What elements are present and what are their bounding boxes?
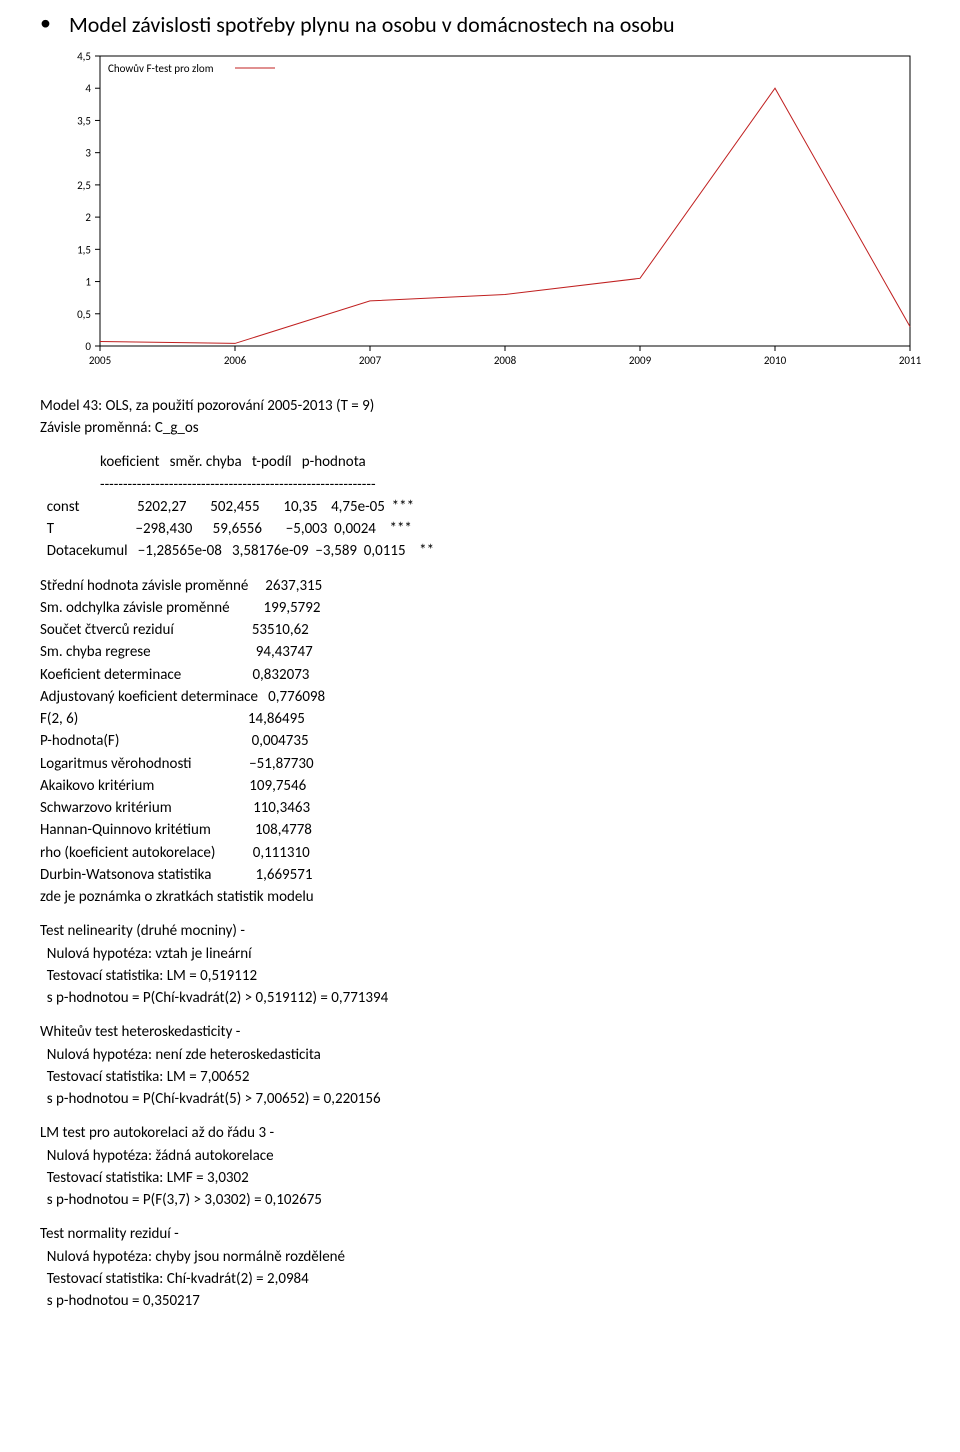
model-body: Model 43: OLS, za použití pozorování 200… — [40, 396, 920, 1312]
test-block: Test nelinearity (druhé mocniny) - Nulov… — [40, 921, 920, 1008]
test-line: Testovací statistika: Chí-kvadrát(2) = 2… — [40, 1269, 920, 1289]
test-line: Nulová hypotéza: chyby jsou normálně roz… — [40, 1247, 920, 1267]
svg-text:2007: 2007 — [359, 354, 382, 367]
stat-line: Součet čtverců reziduí 53510,62 — [40, 620, 920, 640]
coef-separator: ----------------------------------------… — [40, 475, 920, 495]
test-title: Test nelinearity (druhé mocniny) - — [40, 921, 920, 941]
svg-text:2010: 2010 — [764, 354, 787, 367]
coef-row: Dotacekumul −1,28565e-08 3,58176e-09 −3,… — [40, 541, 920, 561]
test-line: s p-hodnotou = P(F(3,7) > 3,0302) = 0,10… — [40, 1190, 920, 1210]
heading-row: • Model závislosti spotřeby plynu na oso… — [40, 10, 920, 40]
svg-text:2011: 2011 — [899, 354, 922, 367]
page-heading: Model závislosti spotřeby plynu na osobu… — [69, 10, 675, 40]
test-line: Nulová hypotéza: vztah je lineární — [40, 944, 920, 964]
chart-svg: 0 0,5 1 1,5 2 2,5 3 3,5 4 4,5 2005 2006 2007 2008 2009… — [40, 46, 930, 376]
stat-line: Střední hodnota závisle proměnné 2637,31… — [40, 576, 920, 596]
chow-f-test-chart: 0 0,5 1 1,5 2 2,5 3 3,5 4 4,5 2005 2006 2007 2008 2009… — [40, 46, 920, 382]
test-line: Testovací statistika: LM = 0,519112 — [40, 966, 920, 986]
svg-text:1: 1 — [85, 275, 91, 288]
stat-line: Logaritmus věrohodnosti −51,87730 — [40, 754, 920, 774]
svg-text:3: 3 — [85, 146, 91, 159]
coef-row: const 5202,27 502,455 10,35 4,75e-05 *** — [40, 497, 920, 517]
test-title: LM test pro autokorelaci až do řádu 3 - — [40, 1123, 920, 1143]
svg-text:0: 0 — [85, 340, 91, 353]
svg-text:2,5: 2,5 — [77, 179, 91, 192]
svg-text:1,5: 1,5 — [77, 243, 91, 256]
stat-line: Akaikovo kritérium 109,7546 — [40, 776, 920, 796]
test-block: Whiteův test heteroskedasticity - Nulová… — [40, 1022, 920, 1109]
stat-line: rho (koeficient autokorelace) 0,111310 — [40, 843, 920, 863]
test-line: s p-hodnotou = P(Chí-kvadrát(2) > 0,5191… — [40, 988, 920, 1008]
test-line: s p-hodnotou = 0,350217 — [40, 1291, 920, 1311]
model-header-line2: Závisle proměnná: C_g_os — [40, 418, 920, 438]
coef-header: koeficient směr. chyba t-podíl p-hodnota — [40, 452, 920, 472]
stat-line: Hannan-Quinnovo kritétium 108,4778 — [40, 820, 920, 840]
stat-line: Schwarzovo kritérium 110,3463 — [40, 798, 920, 818]
svg-text:3,5: 3,5 — [77, 114, 91, 127]
stat-line: P-hodnota(F) 0,004735 — [40, 731, 920, 751]
stat-line: Adjustovaný koeficient determinace 0,776… — [40, 687, 920, 707]
test-line: Nulová hypotéza: není zde heteroskedasti… — [40, 1045, 920, 1065]
svg-text:0,5: 0,5 — [77, 307, 91, 320]
coef-row: T −298,430 59,6556 −5,003 0,0024 *** — [40, 519, 920, 539]
svg-text:2006: 2006 — [224, 354, 247, 367]
stat-line: Koeficient determinace 0,832073 — [40, 665, 920, 685]
svg-text:2009: 2009 — [629, 354, 652, 367]
test-block: LM test pro autokorelaci až do řádu 3 - … — [40, 1123, 920, 1210]
svg-text:2005: 2005 — [89, 354, 111, 367]
model-header-line1: Model 43: OLS, za použití pozorování 200… — [40, 396, 920, 416]
svg-text:Chowův F-test pro zlom: Chowův F-test pro zlom — [108, 62, 214, 75]
test-line: Testovací statistika: LMF = 3,0302 — [40, 1168, 920, 1188]
test-title: Whiteův test heteroskedasticity - — [40, 1022, 920, 1042]
stats-note: zde je poznámka o zkratkách statistik mo… — [40, 887, 920, 907]
test-line: Nulová hypotéza: žádná autokorelace — [40, 1146, 920, 1166]
bullet-icon: • — [40, 12, 51, 34]
svg-text:2008: 2008 — [494, 354, 517, 367]
test-line: s p-hodnotou = P(Chí-kvadrát(5) > 7,0065… — [40, 1089, 920, 1109]
stat-line: F(2, 6) 14,86495 — [40, 709, 920, 729]
svg-text:2: 2 — [85, 211, 91, 224]
stat-line: Durbin-Watsonova statistika 1,669571 — [40, 865, 920, 885]
test-block: Test normality reziduí - Nulová hypotéza… — [40, 1224, 920, 1311]
svg-text:4,5: 4,5 — [77, 50, 91, 63]
stat-line: Sm. odchylka závisle proměnné 199,5792 — [40, 598, 920, 618]
svg-text:4: 4 — [85, 82, 91, 95]
test-title: Test normality reziduí - — [40, 1224, 920, 1244]
test-line: Testovací statistika: LM = 7,00652 — [40, 1067, 920, 1087]
stat-line: Sm. chyba regrese 94,43747 — [40, 642, 920, 662]
